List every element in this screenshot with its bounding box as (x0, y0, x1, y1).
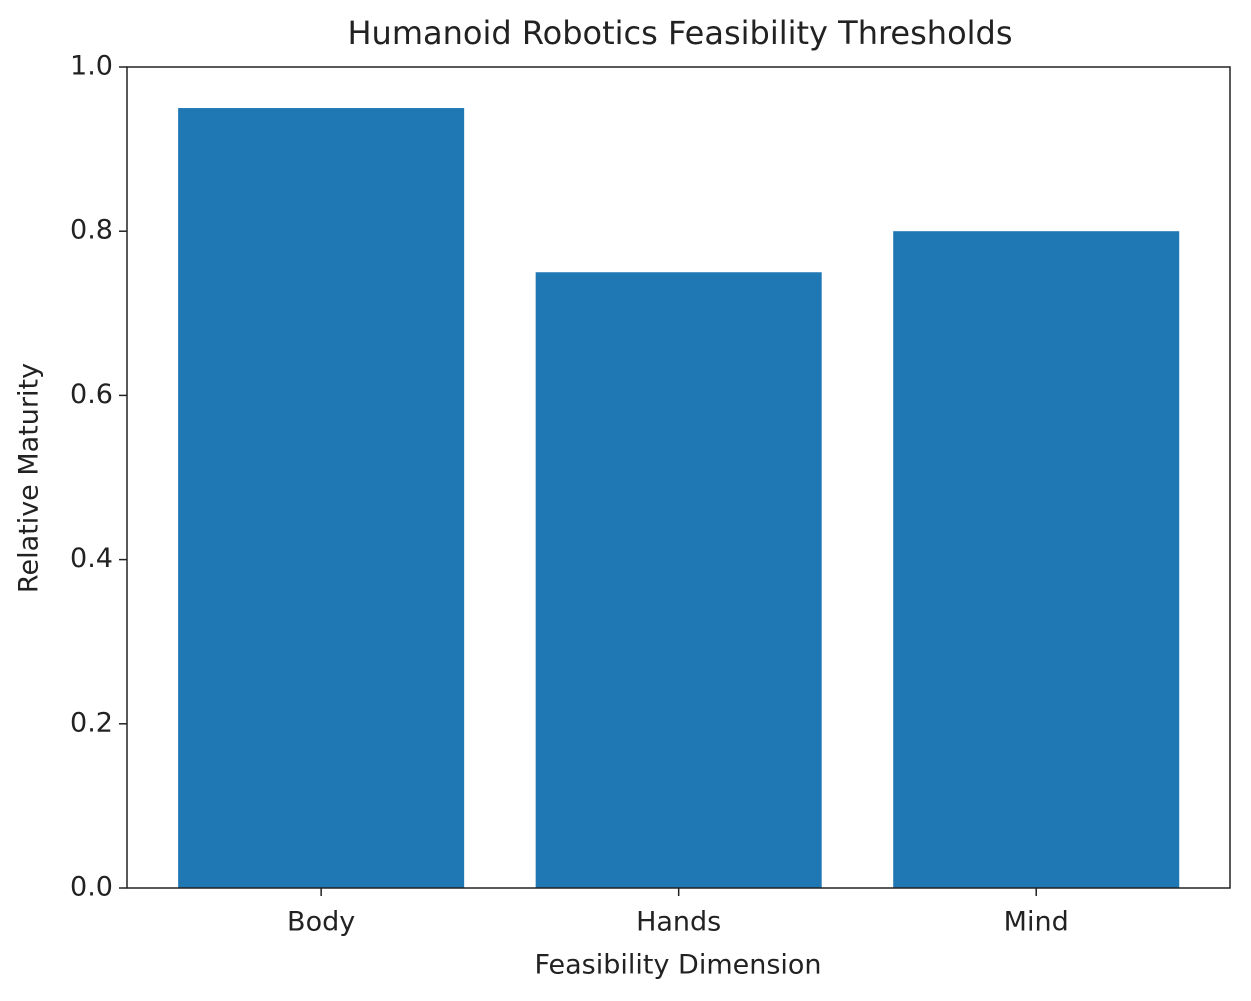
bar (893, 231, 1180, 888)
plot-frame (126, 66, 1231, 889)
y-tick-label: 0.6 (70, 379, 113, 410)
x-tick-label: Mind (1004, 907, 1069, 938)
y-tick-label: 0.0 (70, 872, 113, 903)
y-tick-label: 0.2 (70, 707, 113, 738)
x-axis-label: Feasibility Dimension (534, 950, 821, 981)
bar (535, 272, 822, 888)
bar (178, 108, 465, 889)
chart-title: Humanoid Robotics Feasibility Thresholds (347, 14, 1012, 52)
y-tick-label: 1.0 (70, 51, 113, 82)
y-tick-label: 0.4 (70, 543, 113, 574)
y-axis-label: Relative Maturity (14, 363, 45, 593)
y-tick-label: 0.8 (70, 215, 113, 246)
x-tick-label: Body (287, 907, 355, 938)
x-tick-label: Hands (636, 907, 721, 938)
